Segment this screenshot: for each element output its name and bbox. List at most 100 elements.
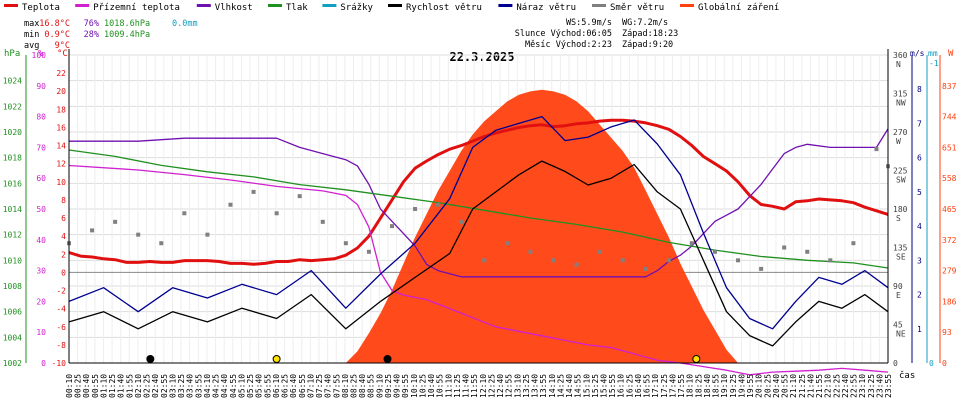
humidity-tick: 70 bbox=[36, 143, 46, 152]
wind-speed-tick: 1 bbox=[917, 325, 922, 334]
rain-tick: 0 bbox=[929, 359, 934, 368]
wind-dir-tick: 90 bbox=[893, 282, 903, 291]
x-tick-label: 02:10 bbox=[134, 374, 143, 398]
x-tick-label: 08:25 bbox=[350, 374, 359, 398]
info-text: Slunce Východ:06:05 bbox=[515, 29, 612, 39]
temperature-tick: 14 bbox=[56, 142, 66, 151]
legend-label: Směr větru bbox=[610, 3, 664, 13]
wind-direction-point bbox=[113, 219, 118, 224]
x-tick-label: 14:25 bbox=[556, 374, 565, 398]
x-tick-label: 15:10 bbox=[582, 374, 591, 398]
humidity-tick: 0 bbox=[41, 359, 46, 368]
x-tick-label: 07:10 bbox=[306, 374, 315, 398]
legend-label: Srážky bbox=[340, 3, 373, 13]
temperature-tick: 20 bbox=[56, 87, 66, 96]
rain-tick: -1 bbox=[929, 59, 939, 68]
x-tick-label: 23:55 bbox=[884, 374, 893, 398]
temperature-tick: 8 bbox=[61, 196, 66, 205]
x-tick-label: 15:25 bbox=[591, 374, 600, 398]
wind-speed-tick: 2 bbox=[917, 291, 922, 300]
x-tick-label: 17:25 bbox=[660, 374, 669, 398]
humidity-tick: 40 bbox=[36, 236, 46, 245]
x-tick-label: 13:55 bbox=[539, 374, 548, 398]
legend-swatch bbox=[75, 4, 90, 7]
x-tick-label: 02:25 bbox=[143, 374, 152, 398]
x-tick-label: 19:55 bbox=[746, 374, 755, 398]
x-tick-label: 02:40 bbox=[151, 374, 160, 398]
x-tick-label: 23:25 bbox=[867, 374, 876, 398]
wind-dir-tick: 315 bbox=[893, 90, 908, 99]
wind-dir-tick: 45 bbox=[893, 321, 903, 330]
legend-label: Tlak bbox=[286, 3, 308, 13]
radiation-tick: 186 bbox=[942, 297, 957, 306]
temperature-tick: 22 bbox=[56, 69, 66, 78]
moonrise-marker bbox=[146, 355, 155, 363]
legend-label: Náraz větru bbox=[516, 3, 576, 13]
x-tick-label: 18:40 bbox=[703, 374, 712, 398]
radiation-tick: 93 bbox=[942, 328, 952, 337]
radiation-tick: 465 bbox=[942, 205, 957, 214]
temperature-tick: 6 bbox=[61, 214, 66, 223]
pressure-tick: 1012 bbox=[3, 231, 22, 240]
x-tick-label: 19:25 bbox=[729, 374, 738, 398]
wind-dir-tick: 270 bbox=[893, 128, 908, 137]
pressure-tick: 1024 bbox=[3, 77, 22, 86]
wind-direction-point bbox=[136, 232, 141, 237]
temperature-tick: 0 bbox=[61, 268, 66, 277]
stats-temp: 0.9°C bbox=[44, 30, 70, 40]
x-tick-label: 21:55 bbox=[815, 374, 824, 398]
info-text: Měsíc Východ:2:23 bbox=[525, 40, 612, 50]
x-tick-label: 06:10 bbox=[272, 374, 281, 398]
wind-direction-point bbox=[320, 219, 325, 224]
wind-direction-point bbox=[159, 241, 164, 246]
radiation-tick: 0 bbox=[942, 359, 947, 368]
x-tick-label: 10:40 bbox=[427, 374, 436, 398]
chart-date: 22.3.2025 bbox=[449, 50, 514, 64]
stats-humidity: 28% bbox=[84, 30, 99, 40]
legend-label: Vlhkost bbox=[215, 3, 253, 13]
wind-direction-point bbox=[182, 211, 187, 216]
pressure-tick: 1010 bbox=[3, 256, 22, 265]
humidity-tick: 60 bbox=[36, 174, 46, 183]
x-tick-label: 20:55 bbox=[781, 374, 790, 398]
moonset-marker bbox=[383, 355, 392, 363]
x-tick-label: 17:10 bbox=[651, 374, 660, 398]
wind-direction-point bbox=[90, 228, 95, 233]
unit-degc: °C bbox=[57, 49, 68, 59]
wind-direction-point bbox=[712, 249, 717, 254]
x-tick-label: 21:10 bbox=[789, 374, 798, 398]
wind-dir-tick: 180 bbox=[893, 205, 908, 214]
wind-direction-point bbox=[574, 262, 579, 267]
temperature-tick: -6 bbox=[56, 323, 66, 332]
x-axis-ticks: 00:10 00:25 00:40 00:55 01:10 01:25 01:40 01:55… bbox=[65, 374, 893, 398]
legend-label: Teplota bbox=[22, 3, 60, 13]
x-tick-label: 17:40 bbox=[669, 374, 678, 398]
x-tick-label: 11:25 bbox=[453, 374, 462, 398]
x-tick-label: 12:40 bbox=[496, 374, 505, 398]
wind-speed-tick: 7 bbox=[917, 119, 922, 128]
x-tick-label: 15:55 bbox=[608, 374, 617, 398]
x-tick-label: 01:40 bbox=[117, 374, 126, 398]
wind-dir-label: NW bbox=[896, 99, 906, 108]
x-tick-label: 12:25 bbox=[487, 374, 496, 398]
wind-dir-tick: 360 bbox=[893, 51, 908, 60]
wind-speed-line bbox=[68, 160, 889, 347]
temperature-tick: -4 bbox=[56, 305, 66, 314]
legend-swatch bbox=[268, 4, 282, 7]
stats-label: max bbox=[24, 19, 39, 29]
stats-pressure: 1009.4hPa bbox=[104, 30, 150, 40]
x-tick-label: 10:10 bbox=[410, 374, 419, 398]
legend-swatch bbox=[592, 4, 606, 7]
x-tick-label: 13:25 bbox=[522, 374, 531, 398]
wind-direction-points bbox=[67, 147, 890, 271]
pressure-tick: 1018 bbox=[3, 154, 22, 163]
x-tick-label: 05:55 bbox=[263, 374, 272, 398]
x-tick-label: 09:40 bbox=[393, 374, 402, 398]
wind-direction-point bbox=[643, 266, 648, 271]
wind-direction-point bbox=[805, 249, 810, 254]
wind-gust-line bbox=[68, 115, 889, 330]
x-tick-label: 09:10 bbox=[375, 374, 384, 398]
x-tick-label: 14:55 bbox=[574, 374, 583, 398]
unit-ms: m/s bbox=[910, 49, 925, 58]
